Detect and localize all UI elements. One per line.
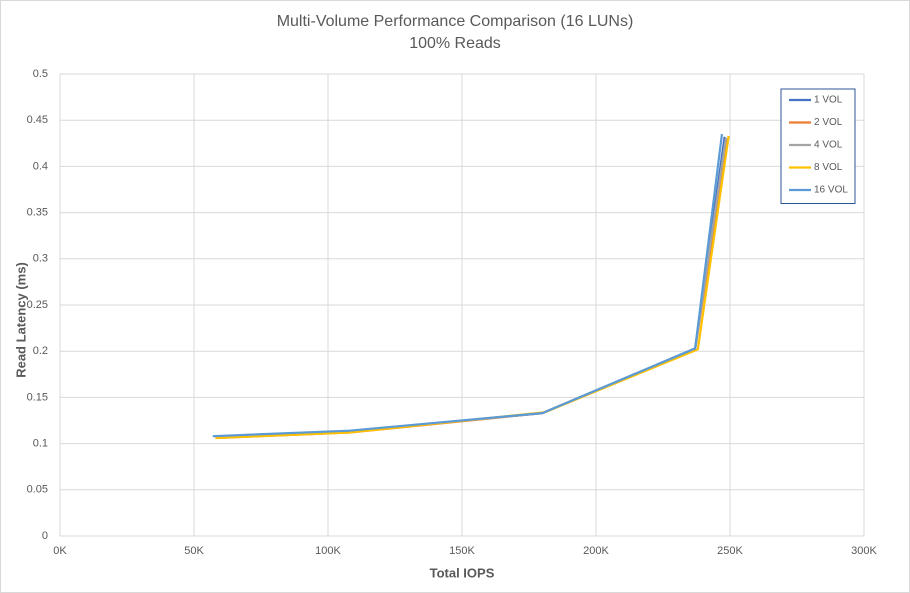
legend-label: 16 VOL [814, 185, 848, 196]
x-tick-label: 100K [315, 545, 341, 557]
x-tick-label: 250K [717, 545, 743, 557]
y-tick-label: 0.4 [33, 160, 48, 172]
y-tick-label: 0.2 [33, 345, 48, 357]
x-tick-label: 300K [851, 545, 877, 557]
y-tick-label: 0.25 [27, 299, 48, 311]
x-tick-label: 150K [449, 545, 475, 557]
x-tick-label: 0K [53, 545, 67, 557]
legend-label: 8 VOL [814, 162, 843, 173]
y-axis-label: Read Latency (ms) [13, 262, 28, 378]
x-tick-label: 200K [583, 545, 609, 557]
legend-box [780, 88, 856, 204]
y-tick-label: 0.45 [27, 114, 48, 126]
legend-label: 4 VOL [814, 140, 843, 151]
legend-label: 1 VOL [814, 95, 843, 106]
y-tick-label: 0 [42, 530, 48, 542]
y-tick-label: 0.3 [33, 253, 48, 265]
legend-label: 2 VOL [814, 117, 843, 128]
y-tick-label: 0.5 [33, 68, 48, 80]
series-line [212, 133, 724, 438]
x-axis-label: Total IOPS [430, 565, 495, 580]
chart-title: Multi-Volume Performance Comparison (16 … [277, 13, 634, 30]
y-tick-label: 0.1 [33, 438, 48, 450]
y-tick-label: 0.05 [27, 484, 48, 496]
y-tick-label: 0.35 [27, 207, 48, 219]
x-tick-label: 50K [184, 545, 204, 557]
y-tick-label: 0.15 [27, 391, 48, 403]
chart-subtitle: 100% Reads [409, 35, 501, 52]
